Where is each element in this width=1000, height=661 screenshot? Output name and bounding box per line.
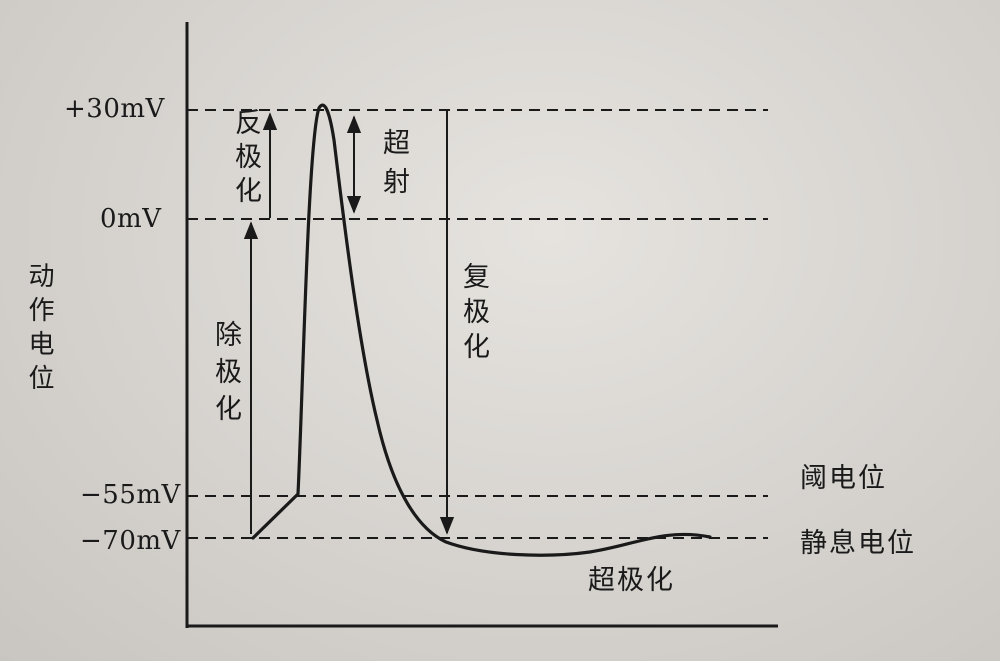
hyperpolarization-label: 超极化: [588, 565, 675, 596]
y-axis-label: 动作电位: [24, 262, 54, 398]
depolarization-label: 除极化: [210, 320, 241, 431]
overshoot-label: 超射: [378, 128, 409, 206]
resting-label: 静息电位: [800, 528, 916, 559]
action-potential-curve: [251, 103, 712, 557]
tick-minus70: −70mV: [80, 526, 181, 556]
tick-plus30: +30mV: [64, 94, 165, 124]
repolarization-label: 复极化: [458, 262, 489, 367]
threshold-label: 阈电位: [800, 463, 887, 494]
tick-zero: 0mV: [100, 204, 162, 234]
reverse-polarization-label: 反极化: [230, 108, 261, 210]
tick-minus55: −55mV: [80, 480, 181, 510]
